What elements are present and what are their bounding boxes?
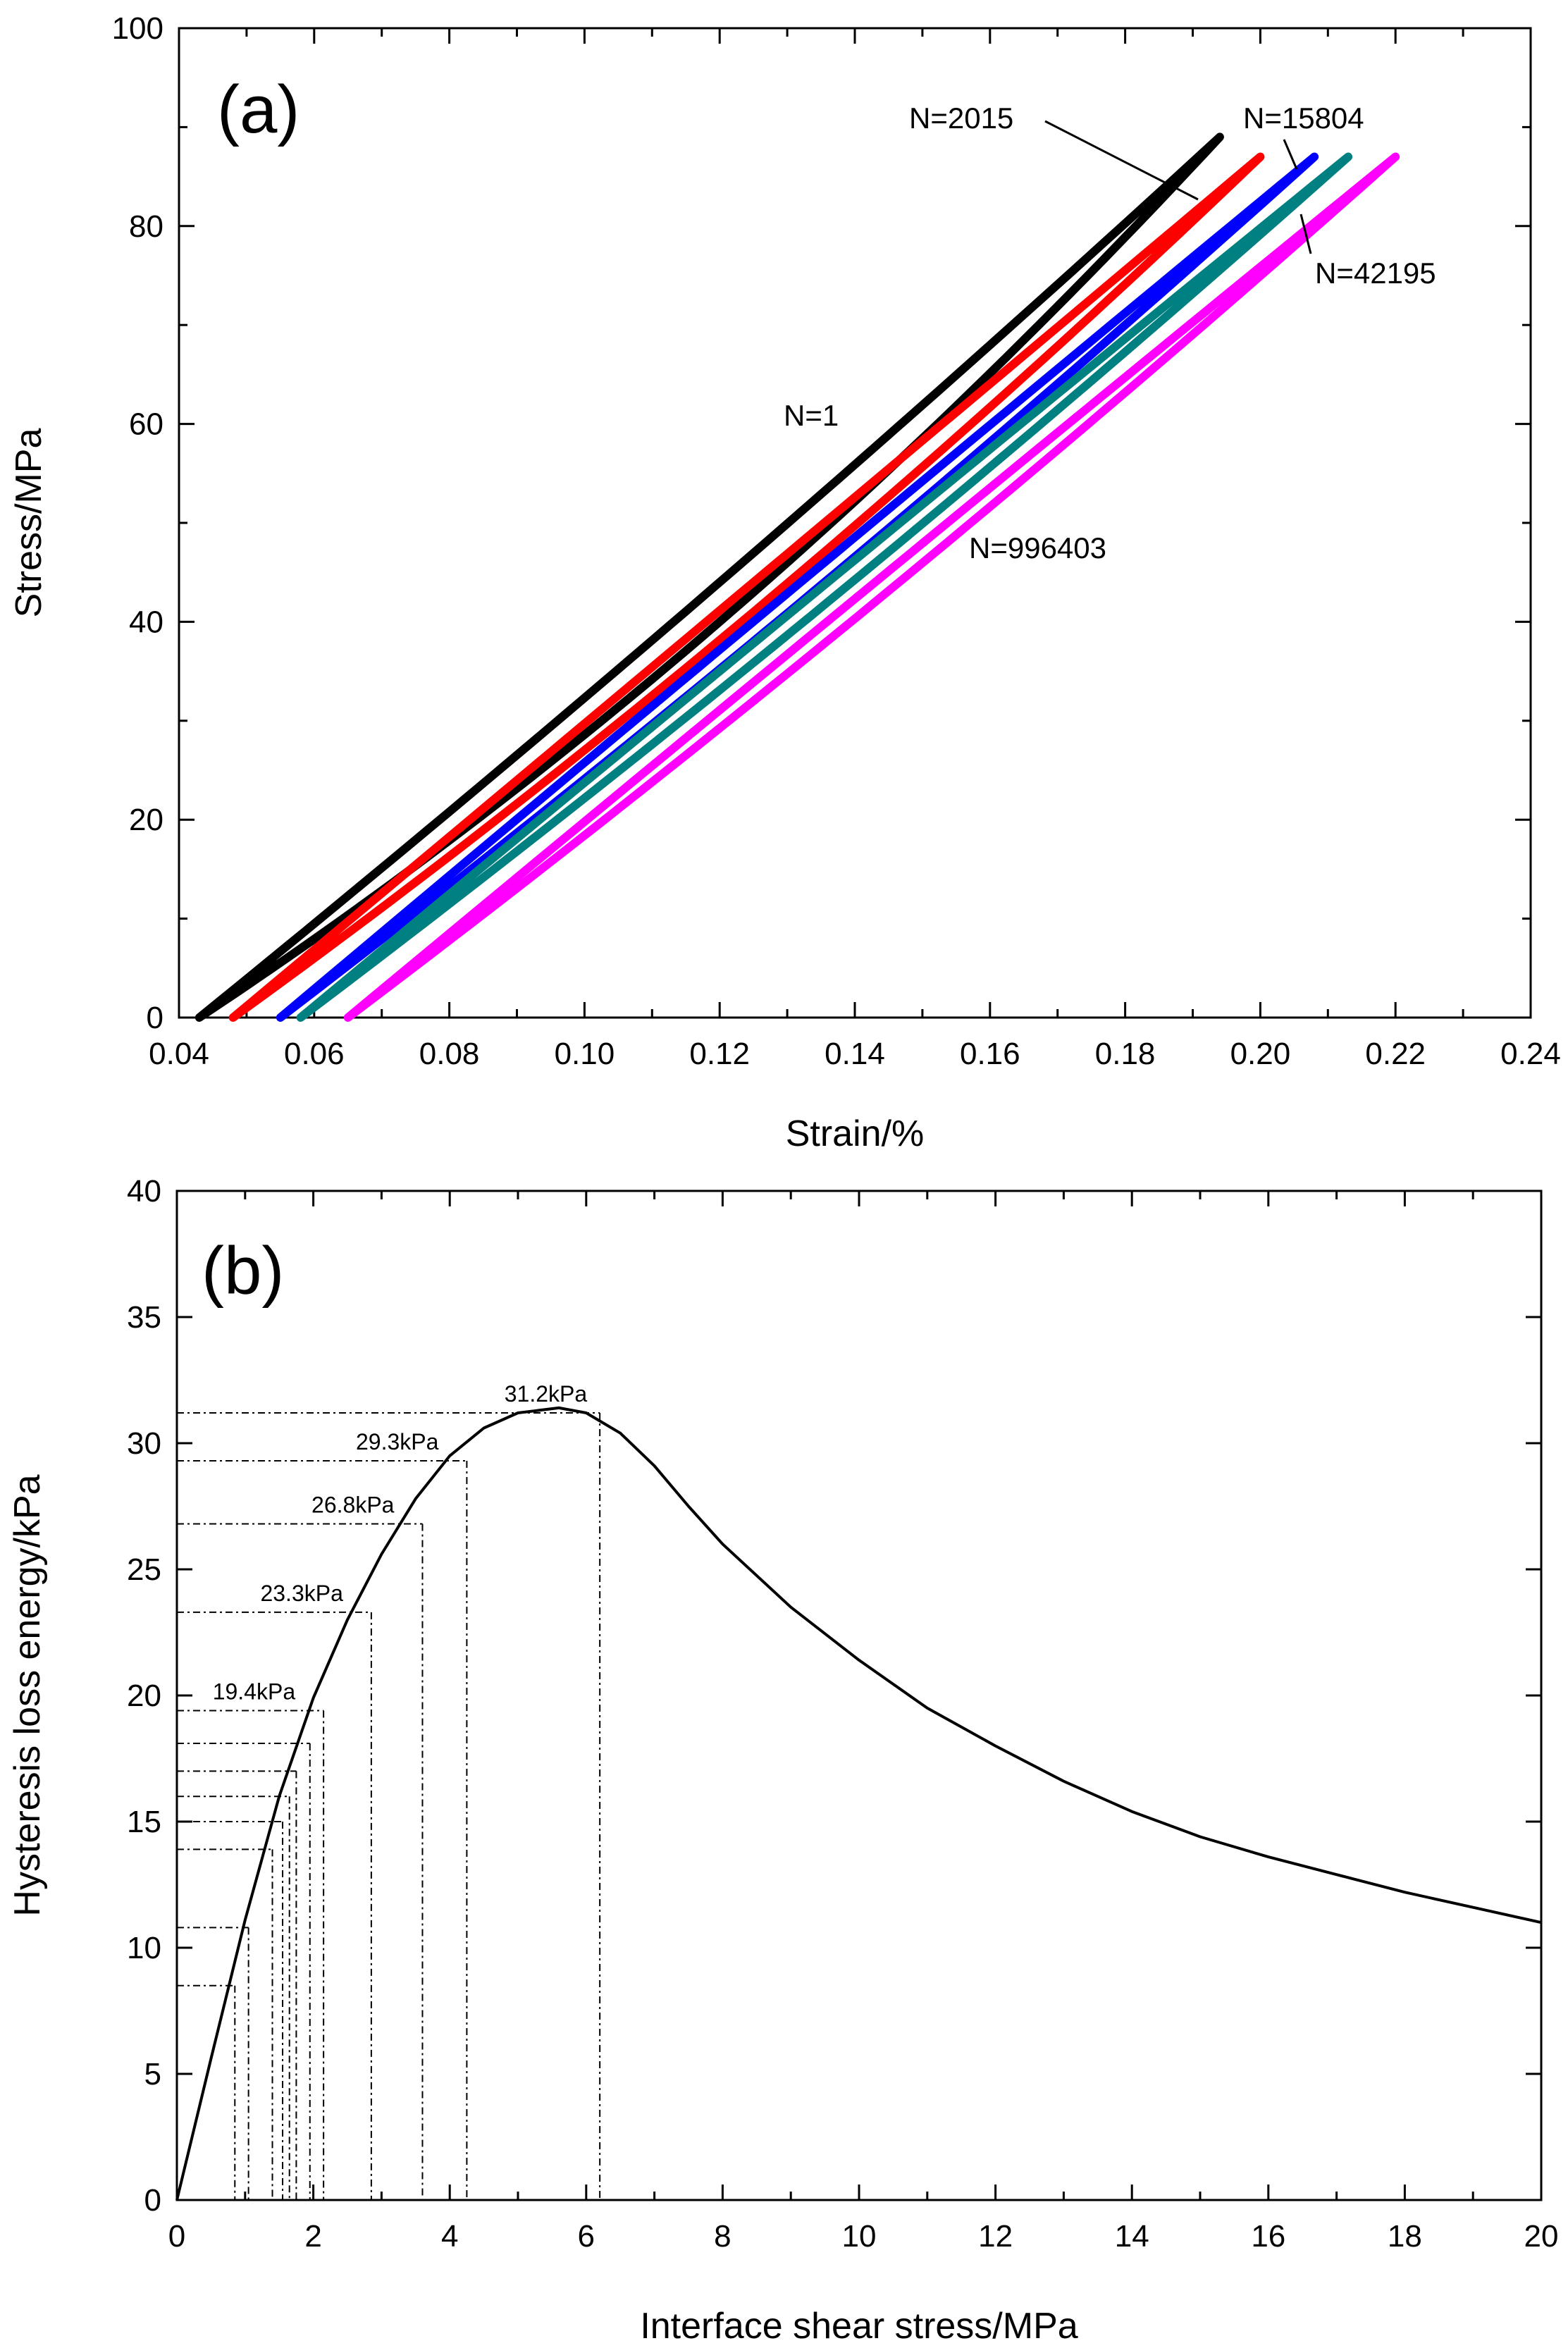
annotation-n2015: N=2015 xyxy=(909,101,1013,135)
annotation-arrow-n15804 xyxy=(1283,139,1298,170)
x-tick-label: 0.14 xyxy=(825,1037,885,1071)
x-tick-label: 0.22 xyxy=(1365,1037,1426,1071)
x-tick-label: 14 xyxy=(1115,2219,1149,2254)
y-tick-label: 35 xyxy=(127,1300,161,1335)
y-tick-label: 20 xyxy=(129,803,163,837)
x-tick-label: 18 xyxy=(1388,2219,1422,2254)
x-tick-label: 0.10 xyxy=(555,1037,615,1071)
annotation-arrow-n42195 xyxy=(1300,214,1312,254)
annotation-n15804: N=15804 xyxy=(1243,101,1364,135)
x-tick-label: 0.06 xyxy=(284,1037,345,1071)
reference-label: 26.8kPa xyxy=(311,1493,395,1518)
series-hysteresis-curve xyxy=(175,1406,1542,2201)
x-tick-label: 6 xyxy=(578,2219,595,2254)
y-tick-label: 60 xyxy=(129,407,163,442)
panel-a-series xyxy=(195,132,1400,1022)
x-tick-label: 0.24 xyxy=(1500,1037,1561,1071)
annotation-arrow-n2015 xyxy=(1044,120,1199,201)
panel-a-annotations: N=2015 N=15804 N=42195 N=1 N=996403 xyxy=(784,101,1436,564)
panel-a-y-axis-title: Stress/MPa xyxy=(8,428,49,618)
y-tick-label: 0 xyxy=(147,1001,163,1035)
x-tick-label: 0.18 xyxy=(1095,1037,1156,1071)
reference-label: 23.3kPa xyxy=(260,1581,343,1606)
y-tick-label: 5 xyxy=(144,2057,161,2091)
panel-b: 19.4kPa 23.3kPa 26.8kPa 29.3kPa 31.2kPa 0 2 4 6… xyxy=(7,1174,1558,2347)
y-tick-label: 40 xyxy=(127,1174,161,1209)
y-tick-label: 40 xyxy=(129,605,163,639)
x-tick-label: 0.16 xyxy=(960,1037,1020,1071)
y-tick-label: 20 xyxy=(127,1679,161,1713)
x-tick-label: 12 xyxy=(978,2219,1013,2254)
series-loop-n996403 xyxy=(343,152,1400,1022)
annotation-n42195: N=42195 xyxy=(1315,257,1436,290)
x-tick-label: 20 xyxy=(1524,2219,1559,2254)
panel-b-x-axis-title: Interface shear stress/MPa xyxy=(640,2306,1078,2347)
reference-label: 19.4kPa xyxy=(213,1679,296,1704)
x-tick-label: 16 xyxy=(1251,2219,1285,2254)
y-tick-label: 10 xyxy=(127,1931,161,1965)
y-tick-label: 25 xyxy=(127,1552,161,1587)
annotation-n996403: N=996403 xyxy=(969,531,1106,564)
y-tick-label: 15 xyxy=(127,1805,161,1839)
x-tick-label: 0.12 xyxy=(689,1037,750,1071)
panel-a: 0.04 0.06 0.08 0.10 0.12 0.14 0.16 0.18 0.20 0.22… xyxy=(8,11,1561,1154)
series-loop-n1 xyxy=(195,132,1224,1022)
panel-b-label: (b) xyxy=(202,1233,284,1309)
panel-b-series xyxy=(175,1406,1542,2201)
y-tick-label: 100 xyxy=(112,11,163,46)
panel-b-y-axis-title: Hysteresis loss energy/kPa xyxy=(7,1474,48,1916)
panel-a-x-axis-title: Strain/% xyxy=(786,1113,925,1154)
panel-b-plot-frame xyxy=(175,1190,1543,2201)
annotation-n1: N=1 xyxy=(784,399,839,432)
reference-label: 31.2kPa xyxy=(505,1381,588,1407)
panel-a-ticks: 0.04 0.06 0.08 0.10 0.12 0.14 0.16 0.18 0.20 0.22… xyxy=(112,11,1561,1071)
panel-b-reference-lines: 19.4kPa 23.3kPa 26.8kPa 29.3kPa 31.2kPa xyxy=(177,1381,601,2200)
series-loop-n15804 xyxy=(276,152,1319,1022)
x-tick-label: 0.04 xyxy=(149,1037,209,1071)
y-tick-label: 0 xyxy=(144,2183,161,2218)
x-tick-label: 8 xyxy=(714,2219,731,2254)
series-loop-n42195 xyxy=(296,152,1353,1022)
x-tick-label: 10 xyxy=(842,2219,877,2254)
panel-a-label: (a) xyxy=(217,72,300,147)
x-tick-label: 0.20 xyxy=(1230,1037,1291,1071)
x-tick-label: 2 xyxy=(304,2219,321,2254)
series-loop-n2015 xyxy=(228,152,1265,1022)
y-tick-label: 80 xyxy=(129,209,163,244)
x-tick-label: 4 xyxy=(441,2219,458,2254)
panel-b-ticks: 0 2 4 6 8 10 12 14 16 18 20 0 5 10 15 20 25 30 35 40 xyxy=(127,1174,1558,2254)
y-tick-label: 30 xyxy=(127,1426,161,1461)
x-tick-label: 0.08 xyxy=(419,1037,480,1071)
reference-label: 29.3kPa xyxy=(356,1429,439,1454)
x-tick-label: 0 xyxy=(168,2219,185,2254)
